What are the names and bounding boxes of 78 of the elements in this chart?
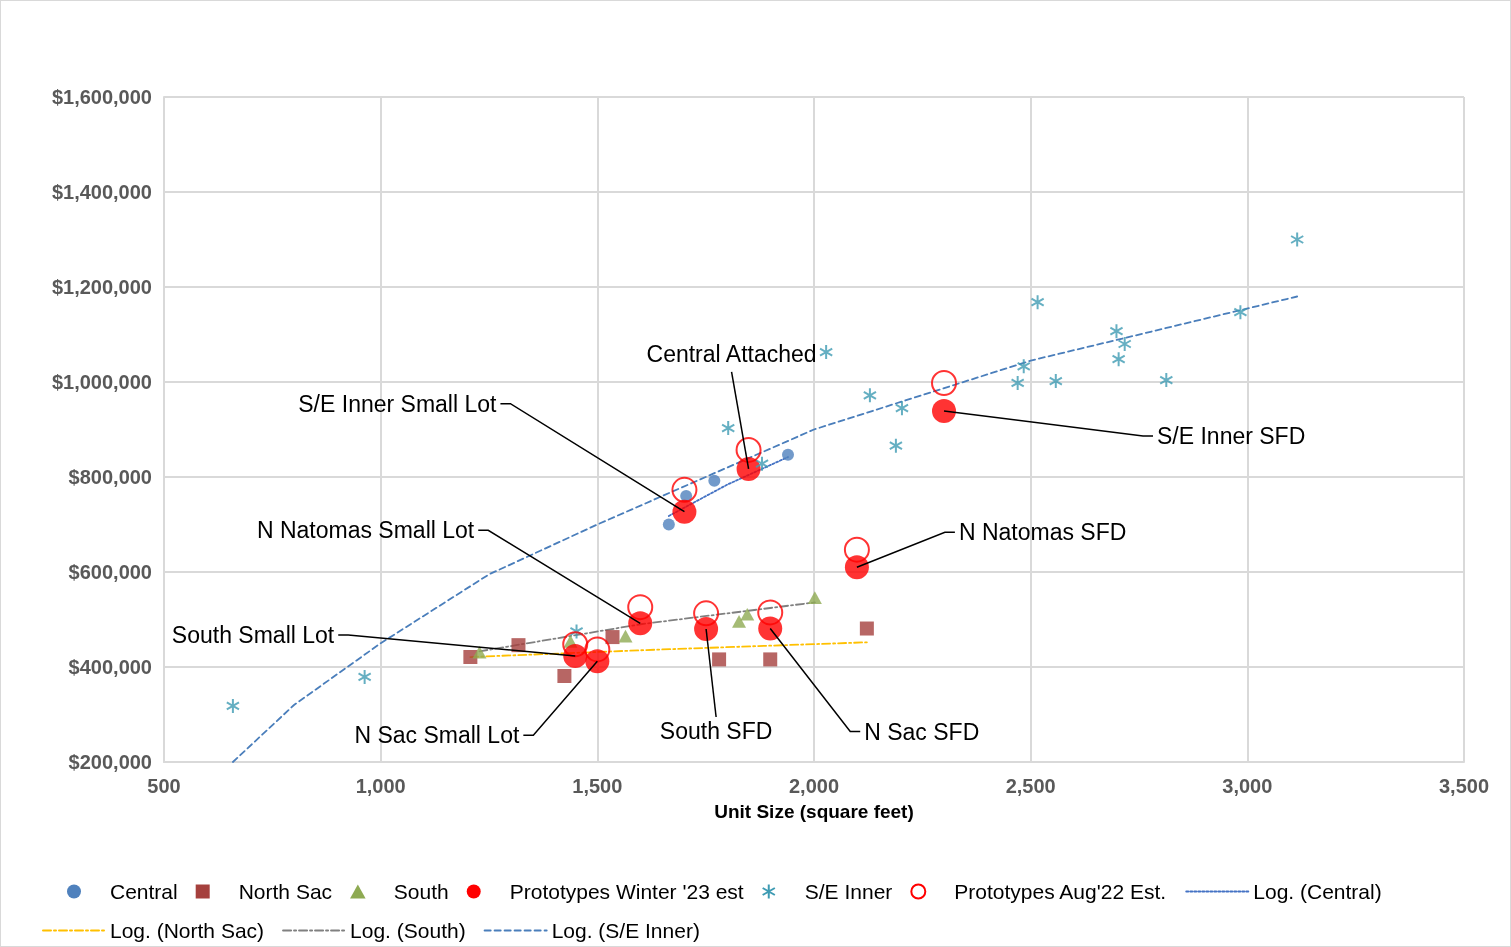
point	[708, 474, 721, 487]
point	[732, 615, 747, 628]
point	[754, 455, 770, 472]
point	[721, 420, 736, 437]
legend-label: North Sac	[238, 880, 333, 903]
annotation: South SFD	[659, 717, 773, 744]
point	[1111, 351, 1126, 368]
y-tick-label: $1,000,000	[51, 371, 152, 393]
point	[932, 399, 956, 423]
point	[819, 344, 834, 361]
point	[671, 476, 698, 503]
point	[712, 652, 727, 667]
annotation: N Sac SFD	[864, 718, 980, 745]
point	[618, 629, 633, 643]
legend-label: S/E Inner	[804, 880, 893, 903]
point	[862, 387, 877, 404]
x-tick-label: 2,500	[1005, 775, 1056, 797]
point	[562, 631, 589, 658]
point	[569, 623, 584, 640]
annotation: N Natomas Small Lot	[256, 517, 475, 544]
legend-label: South	[393, 880, 449, 903]
x-tick-label: 3,000	[1222, 775, 1273, 797]
annotation: N Sac Small Lot	[354, 722, 520, 749]
y-tick-label: $1,600,000	[51, 86, 152, 108]
annotation: S/E Inner Small Lot	[298, 390, 498, 417]
point	[605, 630, 620, 645]
point	[843, 536, 870, 563]
point	[763, 652, 778, 667]
point	[757, 599, 784, 626]
legend-label: Log. (Central)	[1253, 880, 1382, 903]
point	[859, 621, 874, 636]
legend-label: Prototypes Aug'22 Est.	[954, 880, 1167, 903]
point	[894, 400, 910, 417]
point	[735, 436, 762, 463]
point	[1016, 358, 1031, 375]
y-tick-label: $800,000	[68, 466, 152, 488]
point	[472, 645, 487, 659]
point	[807, 591, 822, 604]
x-tick-label: 2,000	[788, 775, 840, 797]
point	[672, 499, 697, 524]
point	[357, 668, 372, 685]
annotation: S/E Inner SFD	[1157, 422, 1306, 449]
y-tick-label: $200,000	[68, 751, 152, 773]
x-tick-label: 1,500	[572, 775, 623, 797]
point	[225, 697, 240, 714]
point	[888, 437, 903, 454]
legend-label: Log. (South)	[350, 919, 466, 942]
point	[1233, 304, 1248, 321]
point	[1159, 372, 1174, 389]
y-tick-label: $400,000	[68, 656, 152, 678]
point	[931, 369, 957, 396]
legend-label: Prototypes Winter '23 est	[509, 880, 744, 903]
point	[693, 600, 720, 627]
point	[1290, 231, 1305, 248]
point	[1010, 374, 1025, 391]
annotation: Central Attached	[646, 341, 817, 368]
point	[1109, 323, 1124, 340]
point	[584, 636, 611, 663]
point	[627, 594, 654, 621]
x-tick-label: 3,500	[1438, 775, 1490, 797]
point	[1048, 373, 1063, 390]
y-tick-label: $600,000	[68, 561, 152, 583]
annotation: South Small Lot	[171, 622, 335, 649]
annotation: N Natomas SFD	[958, 519, 1127, 546]
point	[662, 518, 675, 531]
legend-label: Log. (North Sac)	[110, 919, 265, 942]
point	[782, 448, 794, 461]
point	[1117, 336, 1132, 352]
legend-label: Log. (S/E Inner)	[551, 919, 700, 942]
point	[557, 669, 572, 684]
y-tick-label: $1,400,000	[51, 181, 152, 203]
legend-label: Central	[110, 880, 178, 903]
y-tick-label: $1,200,000	[51, 276, 152, 298]
x-axis-title: Unit Size (square feet)	[714, 801, 914, 822]
point	[1030, 294, 1045, 311]
point	[740, 607, 755, 621]
x-tick-label: 500	[147, 775, 181, 797]
x-tick-label: 1,000	[355, 775, 406, 797]
